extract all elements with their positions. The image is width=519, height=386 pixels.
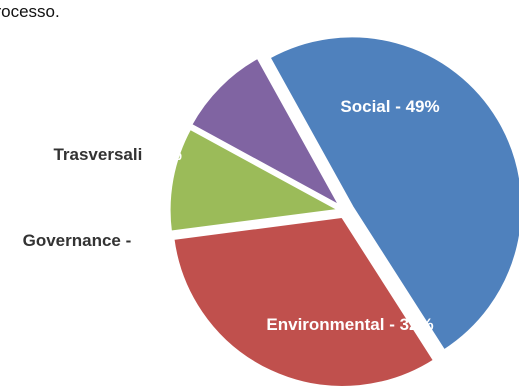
intro-text-clip: processo. bbox=[0, 0, 140, 30]
intro-text: processo. bbox=[0, 2, 60, 21]
slice-label-social: Social - 49% bbox=[340, 97, 439, 116]
slice-label-trasversali: Trasversali - 9% bbox=[53, 145, 182, 164]
slice-label-value-governance: 10% bbox=[136, 231, 170, 250]
pie-labels: Social - 49% Environmental - 32% Governanc… bbox=[23, 97, 440, 334]
pie-slice-social bbox=[266, 34, 519, 354]
slice-label-governance: Governance - 10% bbox=[23, 231, 170, 250]
slice-label-name-trasversali: Trasversali bbox=[53, 145, 147, 164]
slice-label-environmental: Environmental - 32% bbox=[266, 315, 433, 334]
pie-slices bbox=[167, 34, 519, 386]
slice-label-name-governance: Governance - bbox=[23, 231, 136, 250]
slice-label-value-trasversali: - 9% bbox=[147, 145, 182, 164]
pie-slice-governance bbox=[167, 126, 345, 234]
pie-slice-environmental bbox=[171, 214, 437, 386]
pie-slice-trasversali bbox=[188, 55, 345, 211]
